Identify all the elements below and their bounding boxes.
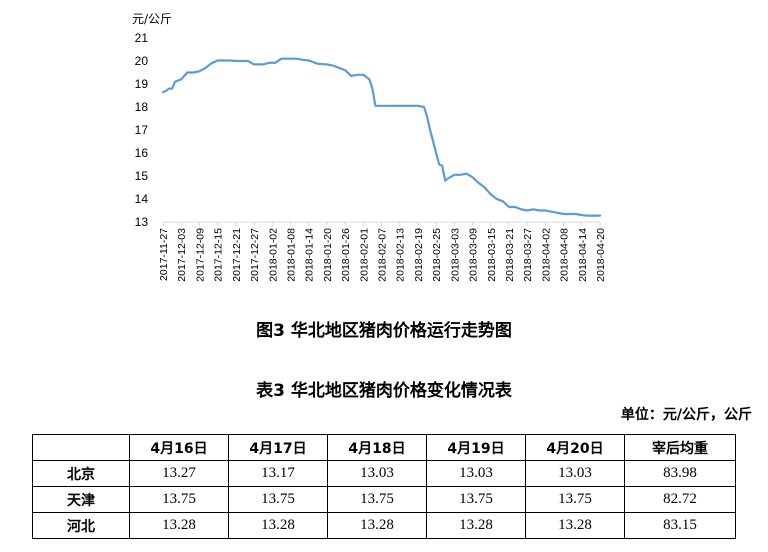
header-cell: 4月18日 (327, 434, 427, 461)
region-cell: 北京 (32, 460, 130, 487)
price-cell: 13.75 (228, 486, 328, 513)
x-tick-label: 2018-03-21 (504, 228, 516, 282)
x-tick-label: 2018-02-01 (358, 228, 370, 282)
price-cell: 13.03 (525, 460, 625, 487)
price-cell: 13.03 (327, 460, 427, 487)
y-axis-label: 元/公斤 (132, 12, 172, 26)
x-tick-label: 2018-02-25 (431, 228, 443, 282)
header-cell (32, 434, 130, 461)
x-tick-label: 2017-12-03 (176, 228, 188, 282)
y-tick-label: 16 (135, 146, 149, 160)
y-tick-label: 20 (135, 54, 149, 68)
weight-cell: 83.98 (624, 460, 736, 487)
data-points (162, 58, 601, 216)
price-cell: 13.28 (426, 512, 526, 539)
x-tick-label: 2018-02-19 (413, 228, 425, 282)
x-tick-label: 2017-12-27 (249, 228, 261, 282)
price-cell: 13.28 (525, 512, 625, 539)
x-tick-label: 2018-04-08 (559, 228, 571, 282)
x-tick-label: 2017-11-27 (158, 228, 170, 281)
header-cell: 4月16日 (129, 434, 229, 461)
price-cell: 13.03 (426, 460, 526, 487)
y-tick-label: 18 (135, 100, 149, 114)
unit-note: 单位：元/公斤，公斤 (620, 407, 752, 423)
table-title: 表3 华北地区猪肉价格变化情况表 (256, 381, 512, 401)
x-tick-label: 2018-01-02 (267, 228, 279, 282)
x-tick-label: 2017-12-15 (213, 228, 225, 282)
region-cell: 天津 (32, 486, 130, 513)
region-cell: 河北 (32, 512, 130, 539)
x-tick-label: 2018-01-14 (304, 228, 316, 282)
figure-caption: 图3 华北地区猪肉价格运行走势图 (256, 321, 512, 341)
y-tick-label: 19 (135, 77, 149, 91)
x-tick-label: 2018-03-03 (449, 228, 461, 282)
x-tick-label: 2017-12-09 (194, 228, 206, 282)
header-cell: 4月17日 (228, 434, 328, 461)
table-row: 北京 13.27 13.17 13.03 13.03 13.03 83.98 (32, 460, 736, 487)
header-cell: 宰后均重 (624, 434, 736, 461)
x-axis-ticks: 2017-11-27 2017-12-03 2017-12-09 2017-12-15… (158, 222, 607, 282)
y-tick-label: 13 (135, 215, 149, 229)
price-cell: 13.75 (327, 486, 427, 513)
price-cell: 13.27 (129, 460, 229, 487)
table-header-row: 4月16日 4月17日 4月18日 4月19日 4月20日 宰后均重 (32, 434, 736, 461)
x-tick-label: 2018-04-20 (595, 228, 607, 282)
header-cell: 4月19日 (426, 434, 526, 461)
x-tick-label: 2018-01-08 (285, 228, 297, 282)
y-tick-label: 17 (135, 123, 149, 137)
x-tick-label: 2018-01-26 (340, 228, 352, 282)
price-cell: 13.28 (129, 512, 229, 539)
price-cell: 13.28 (327, 512, 427, 539)
x-tick-label: 2018-04-14 (577, 228, 589, 282)
table-row: 天津 13.75 13.75 13.75 13.75 13.75 82.72 (32, 486, 736, 513)
price-cell: 13.75 (525, 486, 625, 513)
price-cell: 13.75 (426, 486, 526, 513)
y-tick-label: 14 (135, 192, 149, 206)
x-tick-label: 2018-03-09 (468, 228, 480, 282)
y-tick-label: 15 (135, 169, 149, 183)
weight-cell: 83.15 (624, 512, 736, 539)
series-line-pork-price (161, 57, 602, 217)
table-row: 河北 13.28 13.28 13.28 13.28 13.28 83.15 (32, 512, 736, 539)
price-cell: 13.28 (228, 512, 328, 539)
header-cell: 4月20日 (525, 434, 625, 461)
x-tick-label: 2018-01-20 (322, 228, 334, 282)
x-tick-label: 2018-04-02 (540, 228, 552, 282)
price-cell: 13.17 (228, 460, 328, 487)
y-tick-label: 21 (135, 31, 149, 45)
y-axis-ticks: 13 14 15 16 17 18 19 20 21 (135, 31, 149, 229)
x-tick-label: 2018-02-07 (377, 228, 389, 282)
x-tick-label: 2018-03-27 (522, 228, 534, 282)
price-table: 4月16日 4月17日 4月18日 4月19日 4月20日 宰后均重 北京 13… (32, 434, 736, 539)
price-cell: 13.75 (129, 486, 229, 513)
weight-cell: 82.72 (624, 486, 736, 513)
x-tick-label: 2018-03-15 (486, 228, 498, 282)
x-tick-label: 2018-02-13 (395, 228, 407, 282)
x-tick-label: 2017-12-21 (231, 228, 243, 282)
